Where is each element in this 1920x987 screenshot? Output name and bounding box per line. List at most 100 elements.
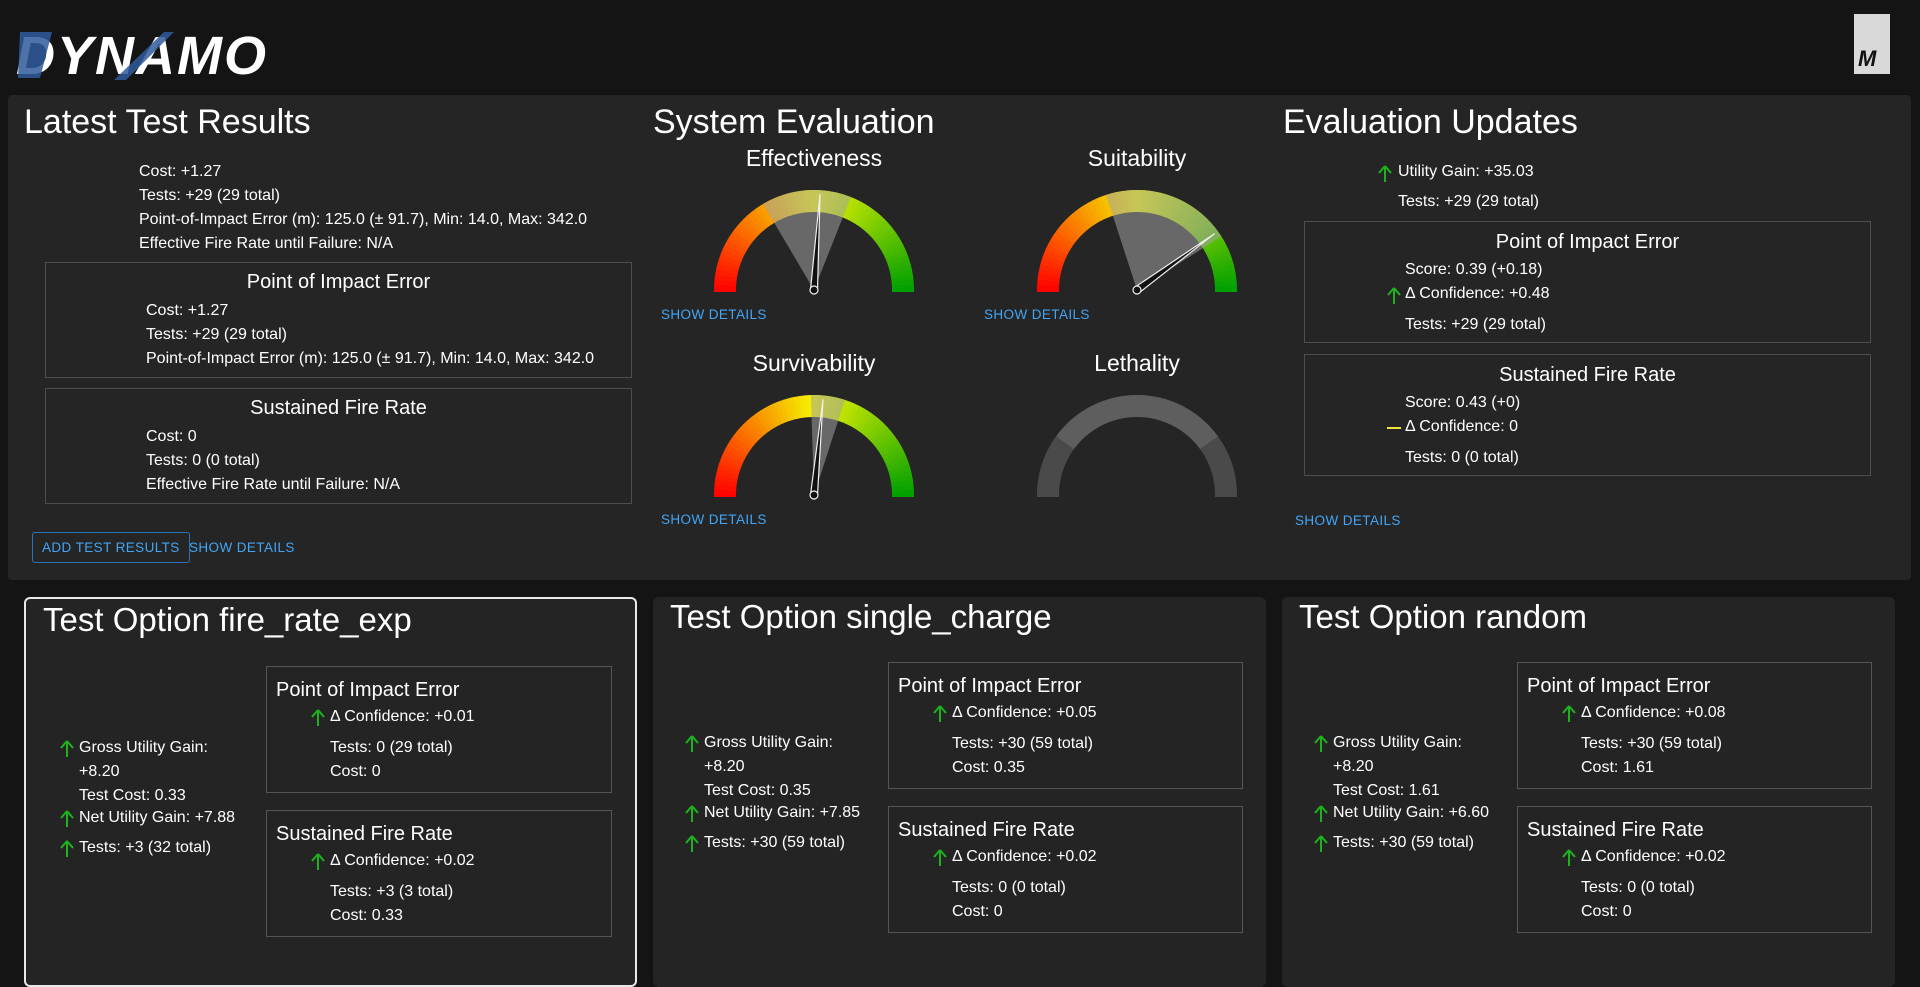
gauge-arc-segment (1161, 399, 1174, 423)
gauge-lethality (1037, 395, 1237, 497)
effectiveness-show-details-link[interactable]: SHOW DETAILS (661, 307, 767, 322)
gauge-arc-segment (743, 215, 763, 235)
gauge-arc-segment (1040, 258, 1063, 270)
gauge-arc-segment (1168, 403, 1183, 426)
option-sfr-confidence: Δ Confidence: +0.02 (330, 852, 475, 869)
gauge-arc-segment (1197, 432, 1219, 450)
gauge-arc-segment (891, 484, 914, 492)
test-cost: Test Cost: 1.61 (1333, 782, 1440, 799)
gauge-arc-segment (714, 273, 738, 282)
gauge-arc-segment (783, 398, 795, 421)
evaluation-updates-title: Evaluation Updates (1283, 103, 1578, 141)
test-option-card[interactable]: Test Option single_charge Gross Utility … (653, 597, 1266, 987)
gauge-arc-segment (716, 468, 739, 479)
arrow-up-icon (60, 810, 74, 827)
gauge-arc-segment (755, 410, 772, 432)
arrow-up-icon (1562, 849, 1576, 866)
option-poi-confidence: Δ Confidence: +0.01 (330, 708, 475, 725)
gauge-arc-segment (720, 453, 743, 468)
gauge-arc-segment (1208, 249, 1231, 263)
option-poi-cost: Cost: 0.35 (952, 759, 1025, 776)
updates-poi-score: Score: 0.39 (+0.18) (1405, 261, 1543, 278)
dynamo-logo[interactable]: DYNAMO (14, 22, 304, 84)
gauge-arc-segment (751, 208, 769, 230)
gauge-arc-segment (751, 413, 769, 435)
gauge-needle-hub (1132, 285, 1142, 295)
survivability-show-details-link[interactable]: SHOW DETAILS (661, 512, 767, 527)
suitability-show-details-link[interactable]: SHOW DETAILS (984, 307, 1090, 322)
latest-poi-line: Tests: +29 (29 total) (146, 326, 287, 343)
gauge-arc-segment (888, 259, 911, 271)
gauge-arc-segment (1213, 269, 1236, 279)
gauge-arc-segment (1182, 414, 1201, 435)
test-option-card[interactable]: Test Option fire_rate_exp Gross Utility … (24, 597, 637, 987)
gauge-arc-segment (739, 218, 760, 238)
gauge-arc-segment (1209, 254, 1233, 267)
gauge-needle-hub (809, 490, 819, 500)
updates-sfr-tests: Tests: 0 (0 total) (1405, 449, 1519, 466)
add-test-results-button[interactable]: ADD TEST RESULTS (32, 532, 190, 563)
gauge-arc-segment (1212, 264, 1235, 275)
gauge-arc-segment (1211, 464, 1234, 476)
gauge-arc-segment (1213, 474, 1236, 484)
option-sfr-cost: Cost: 0.33 (330, 907, 403, 924)
net-utility-gain: Net Utility Gain: +7.88 (79, 809, 236, 826)
gauge-suitability (1037, 190, 1237, 295)
gauge-arc-segment (1062, 218, 1083, 238)
gauge-arc-segment (747, 416, 766, 438)
gauge-arc-segment (1066, 215, 1086, 235)
gauge-arc-segment (743, 420, 763, 440)
latest-show-details-link[interactable]: SHOW DETAILS (189, 540, 295, 555)
app-header: DYNAMO M (0, 0, 1920, 95)
option-sfr-box: Sustained Fire Rate Δ Confidence: +0.02 … (266, 810, 612, 937)
gauge-arc-segment (1096, 401, 1110, 424)
gauge-arc-segment (1116, 396, 1126, 419)
option-sfr-title: Sustained Fire Rate (1527, 819, 1704, 841)
gauge-arc-segment (859, 414, 878, 435)
gauge-arc-segment (1039, 263, 1062, 274)
updates-show-details-link[interactable]: SHOW DETAILS (1295, 513, 1401, 528)
gauge-arc-segment (874, 227, 896, 245)
option-poi-cost: Cost: 0 (330, 763, 381, 780)
gauge-arc-segment (715, 473, 738, 483)
gauge-arc-segment (1145, 395, 1154, 419)
latest-summary-line: Cost: +1.27 (139, 163, 222, 180)
gauge-arc-segment (888, 464, 911, 476)
option-poi-title: Point of Impact Error (1527, 675, 1711, 697)
gauge-arc-segment (714, 478, 738, 487)
gauge-arc-segment (1087, 200, 1103, 223)
arrow-up-icon (311, 853, 325, 870)
option-poi-confidence: Δ Confidence: +0.05 (952, 704, 1097, 721)
gauge-arc-segment (1043, 248, 1066, 263)
gauge-arc-segment (845, 198, 860, 221)
gauge-arc-segment (1141, 395, 1149, 418)
gauge-arc-segment (1039, 468, 1062, 479)
gauge-arc-segment (1059, 427, 1080, 446)
gauge-arc-segment (845, 403, 860, 426)
latest-poi-line: Cost: +1.27 (146, 302, 229, 319)
updates-poi-confidence: Δ Confidence: +0.48 (1405, 285, 1550, 302)
gauge-arc-segment (788, 397, 799, 420)
gauge-arc-segment (1126, 395, 1134, 418)
gauge-arc-segment (724, 239, 747, 255)
latest-poi-line: Point-of-Impact Error (m): 125.0 (± 91.7… (146, 350, 595, 367)
gauge-arc-segment (863, 212, 882, 233)
gauge-arc-segment (1204, 445, 1227, 461)
option-poi-tests: Tests: +30 (59 total) (952, 735, 1093, 752)
arrow-up-icon (1314, 835, 1328, 852)
gauge-arc-segment (1157, 398, 1169, 421)
test-option-card[interactable]: Test Option random Gross Utility Gain: +… (1282, 597, 1895, 987)
gauge-arc-segment (722, 244, 745, 259)
option-sfr-tests: Tests: 0 (0 total) (1581, 879, 1695, 896)
gauge-arc-segment (1037, 273, 1061, 282)
gauge-arc-segment (1053, 435, 1075, 453)
gauge-arc-segment (733, 431, 754, 450)
option-sfr-tests: Tests: 0 (0 total) (952, 879, 1066, 896)
gauge-arc-segment (1179, 411, 1197, 433)
gauge-arc-segment (1101, 194, 1114, 218)
gauge-arc-segment (718, 253, 742, 266)
net-utility-gain: Net Utility Gain: +7.85 (704, 804, 861, 821)
gauge-arc-segment (1091, 403, 1106, 426)
gross-utility-label: Gross Utility Gain: (704, 734, 833, 751)
gauge-arc-segment (803, 395, 811, 418)
